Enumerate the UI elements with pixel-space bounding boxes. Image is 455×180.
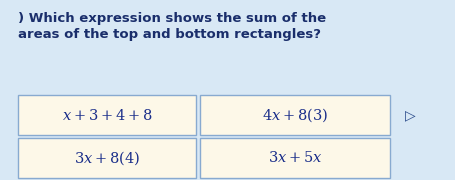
Text: $3x+5x$: $3x+5x$ (267, 150, 322, 165)
Text: areas of the top and bottom rectangles?: areas of the top and bottom rectangles? (18, 28, 320, 41)
FancyBboxPatch shape (200, 138, 389, 178)
Text: $3x+8(4)$: $3x+8(4)$ (74, 149, 140, 167)
FancyBboxPatch shape (18, 95, 196, 135)
Text: ▷: ▷ (404, 108, 415, 122)
Text: $4x+8(3)$: $4x+8(3)$ (261, 106, 328, 124)
FancyBboxPatch shape (200, 95, 389, 135)
FancyBboxPatch shape (18, 138, 196, 178)
Text: ) Which expression shows the sum of the: ) Which expression shows the sum of the (18, 12, 325, 25)
Text: $x+3+4+8$: $x+3+4+8$ (61, 107, 152, 123)
